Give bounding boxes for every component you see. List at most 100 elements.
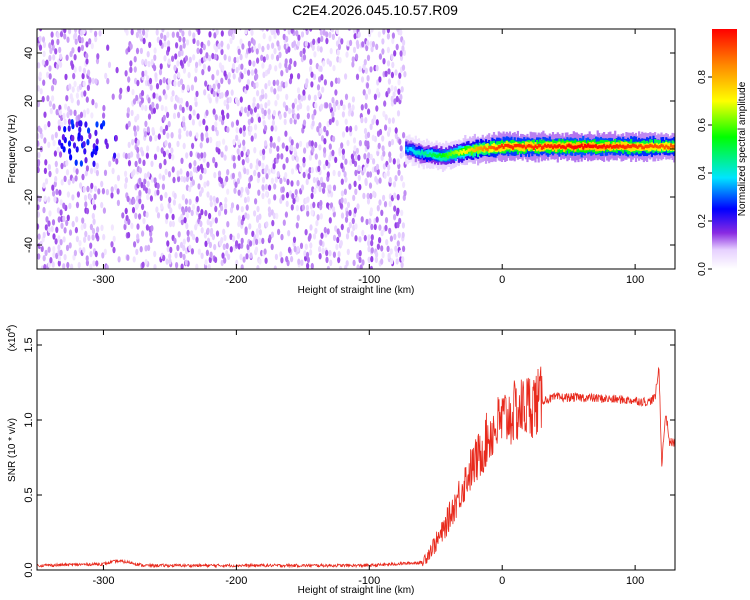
noise-dot	[323, 79, 327, 86]
noise-dot	[330, 29, 335, 33]
noise-dot	[171, 220, 175, 228]
noise-dot	[121, 212, 125, 219]
noise-dot	[91, 98, 95, 106]
noise-dot	[138, 32, 143, 40]
noise-dot	[126, 85, 130, 93]
noise-dot	[48, 210, 52, 217]
noise-dot	[163, 55, 167, 62]
noise-dot	[167, 58, 171, 65]
track-segment	[432, 152, 435, 157]
noise-dot	[246, 149, 250, 156]
noise-dot	[243, 67, 247, 75]
noise-dot	[364, 93, 368, 100]
noise-dot	[304, 40, 308, 48]
noise-dot	[189, 171, 193, 178]
noise-dot	[328, 143, 332, 150]
noise-dot	[227, 72, 231, 79]
noise-dot	[110, 192, 114, 199]
noise-dot	[357, 154, 361, 161]
noise-dot	[194, 100, 198, 108]
noise-dot	[160, 147, 164, 154]
noise-dot	[206, 161, 210, 168]
noise-dot	[282, 33, 286, 41]
noise-dot	[230, 89, 234, 96]
noise-dot	[390, 71, 394, 79]
noise-dot	[309, 249, 313, 256]
noise-dot	[173, 103, 177, 110]
noise-dot	[144, 58, 148, 66]
noise-dot	[306, 105, 310, 112]
noise-dot	[185, 100, 189, 108]
noise-dot	[220, 151, 224, 158]
track-segment	[617, 144, 620, 149]
noise-dot	[139, 246, 143, 253]
track-segment	[654, 143, 657, 148]
noise-dot	[54, 238, 58, 245]
noise-dot	[402, 245, 406, 252]
noise-dot	[296, 196, 300, 203]
noise-dot	[77, 34, 81, 42]
track-segment	[634, 144, 638, 148]
noise-dot	[394, 132, 398, 139]
noise-dot	[132, 169, 136, 176]
noise-dot	[47, 196, 51, 203]
noise-dot	[318, 122, 322, 129]
noise-dot	[262, 56, 266, 63]
noise-dot	[176, 140, 180, 148]
noise-dot	[340, 223, 344, 231]
noise-dot	[227, 253, 231, 260]
noise-dot	[265, 164, 269, 171]
noise-dot	[131, 206, 136, 214]
noise-dot	[381, 135, 385, 142]
noise-dot	[242, 139, 246, 146]
noise-dot	[231, 33, 235, 40]
noise-dot	[227, 55, 232, 62]
noise-dot	[62, 236, 66, 243]
noise-dot	[213, 53, 218, 60]
noise-dot	[329, 47, 333, 55]
noise-dot	[332, 169, 336, 177]
track-segment	[512, 146, 515, 150]
noise-dot	[202, 118, 206, 126]
track-segment	[548, 144, 551, 149]
noise-dot	[214, 46, 218, 53]
noise-dot	[233, 187, 237, 194]
noise-dot	[290, 29, 294, 34]
noise-dot	[254, 68, 258, 75]
track-segment	[504, 143, 507, 147]
noise-dot	[208, 84, 212, 92]
noise-dot	[237, 154, 241, 161]
noise-dot	[340, 38, 344, 45]
noise-dot	[102, 112, 106, 119]
noise-dot	[226, 169, 230, 176]
noise-dot	[401, 45, 405, 52]
noise-dot	[155, 83, 160, 90]
noise-dot	[398, 72, 402, 79]
x-tick-label: 100	[626, 575, 644, 587]
noise-dot	[186, 229, 190, 237]
noise-dot	[175, 42, 179, 49]
noise-dot	[330, 80, 334, 88]
noise-dot	[328, 184, 332, 191]
noise-dot	[381, 38, 385, 45]
noise-dot	[259, 149, 263, 157]
noise-dot	[355, 147, 359, 155]
noise-dot	[196, 113, 200, 120]
noise-dot	[95, 162, 99, 169]
noise-dot	[293, 113, 298, 120]
noise-dot	[310, 140, 314, 147]
noise-dot	[354, 153, 358, 161]
noise-dot	[351, 56, 355, 63]
noise-dot	[267, 113, 271, 120]
noise-dot	[240, 150, 244, 158]
noise-dot	[166, 111, 170, 119]
noise-dot	[95, 57, 100, 65]
noise-dot	[195, 61, 199, 68]
noise-dot	[93, 166, 97, 174]
noise-dot	[229, 233, 233, 240]
noise-dot	[345, 260, 349, 267]
noise-dot	[396, 240, 400, 247]
noise-dot	[188, 244, 192, 251]
noise-dot	[249, 125, 253, 132]
